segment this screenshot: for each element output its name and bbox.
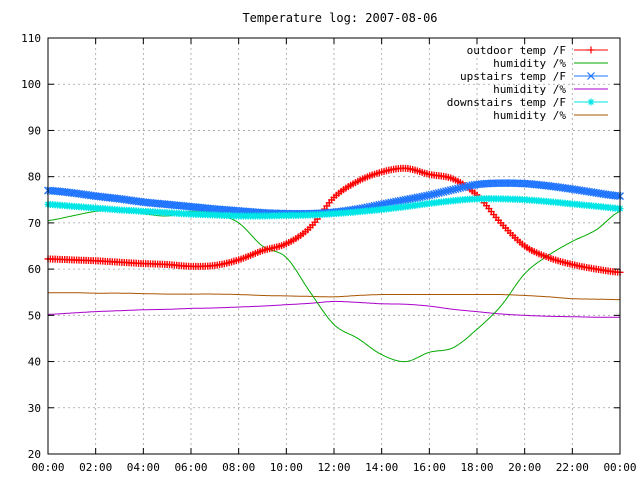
legend-label: humidity /% — [493, 57, 566, 70]
data-point — [432, 189, 441, 198]
data-point — [453, 184, 462, 193]
legend-item-6: humidity /% — [493, 109, 608, 122]
x-tick-label: 22:00 — [556, 461, 589, 474]
x-tick-label: 08:00 — [222, 461, 255, 474]
x-tick-label: 18:00 — [460, 461, 493, 474]
data-point — [444, 186, 453, 195]
legend-label: upstairs temp /F — [460, 70, 566, 83]
series-line — [48, 292, 620, 301]
legend-item-5: downstairs temp /F — [447, 96, 608, 109]
axis-ticks: 20 30 40 50 60 70 80 90 100 110 00:00 02:00 04:00 06:… — [21, 32, 636, 474]
y-tick-label: 110 — [21, 32, 41, 45]
legend-marker — [587, 72, 595, 80]
data-point — [439, 187, 448, 196]
chart-title: Temperature log: 2007-08-06 — [242, 11, 437, 25]
legend-label: humidity /% — [493, 109, 566, 122]
legend-marker — [587, 98, 595, 106]
series-1 — [44, 164, 624, 276]
data-point — [434, 188, 443, 197]
x-tick-label: 00:00 — [31, 461, 64, 474]
data-point — [451, 185, 460, 194]
x-tick-label: 12:00 — [317, 461, 350, 474]
y-tick-label: 30 — [28, 402, 41, 415]
data-point — [437, 188, 446, 197]
x-tick-label: 10:00 — [270, 461, 303, 474]
legend-label: downstairs temp /F — [447, 96, 566, 109]
y-tick-label: 50 — [28, 309, 41, 322]
legend-marker — [587, 46, 595, 54]
y-tick-label: 70 — [28, 217, 41, 230]
series-line — [48, 300, 620, 318]
y-tick-label: 60 — [28, 263, 41, 276]
data-point — [449, 185, 458, 194]
plot-area — [44, 164, 624, 363]
series-4 — [48, 300, 620, 318]
legend-item-2: humidity /% — [493, 57, 608, 70]
x-tick-label: 06:00 — [174, 461, 207, 474]
x-tick-label: 04:00 — [127, 461, 160, 474]
x-tick-label: 00:00 — [603, 461, 636, 474]
y-tick-label: 40 — [28, 356, 41, 369]
data-point — [430, 190, 439, 199]
data-point — [442, 187, 451, 196]
x-tick-label: 16:00 — [413, 461, 446, 474]
data-point — [456, 183, 465, 192]
legend-item-1: outdoor temp /F — [467, 44, 608, 57]
x-tick-label: 20:00 — [508, 461, 541, 474]
legend-label: outdoor temp /F — [467, 44, 566, 57]
y-tick-label: 80 — [28, 171, 41, 184]
legend-label: humidity /% — [493, 83, 566, 96]
y-tick-label: 90 — [28, 124, 41, 137]
x-tick-label: 14:00 — [365, 461, 398, 474]
data-point — [458, 183, 467, 192]
x-tick-label: 02:00 — [79, 461, 112, 474]
y-tick-label: 100 — [21, 78, 41, 91]
series-6 — [48, 292, 620, 301]
series-5 — [44, 195, 624, 220]
y-tick-label: 20 — [28, 448, 41, 461]
legend-item-4: humidity /% — [493, 83, 608, 96]
data-point — [427, 190, 436, 199]
legend-item-3: upstairs temp /F — [460, 70, 608, 83]
